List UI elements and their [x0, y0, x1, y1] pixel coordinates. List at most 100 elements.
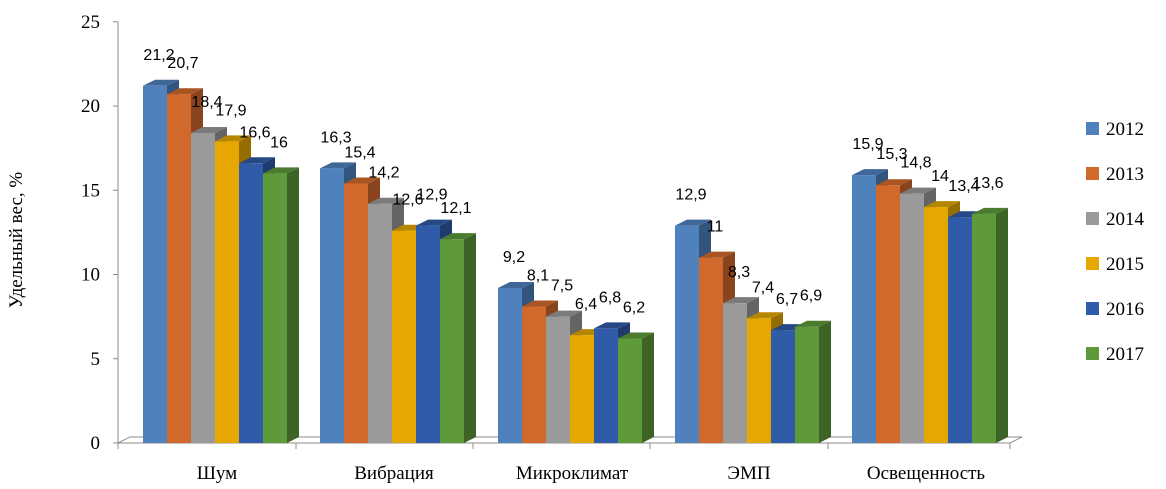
- data-label: 15,3: [876, 146, 907, 163]
- y-tick-label: 5: [91, 349, 101, 370]
- bar-front: [948, 217, 972, 443]
- bar-side: [287, 167, 299, 443]
- legend-swatch: [1086, 212, 1099, 225]
- bar-top: [440, 233, 476, 240]
- bar-front: [723, 303, 747, 443]
- bar-front: [618, 338, 642, 443]
- bar-top: [498, 281, 534, 288]
- data-label: 8,3: [728, 264, 750, 281]
- bar-side: [819, 320, 831, 443]
- legend-swatch: [1086, 302, 1099, 315]
- data-label: 17,9: [215, 102, 246, 119]
- data-label: 20,7: [167, 55, 198, 72]
- bar-front: [747, 318, 771, 443]
- bar-top: [747, 312, 783, 319]
- chart-axes: 0 5 10 15 20 25 Шум Вибрация Микроклимат ЭМП Освещ…: [81, 12, 1023, 484]
- bar-front: [440, 239, 464, 443]
- y-tick-label: 25: [81, 12, 100, 33]
- bar-front: [263, 173, 287, 443]
- bar-top: [675, 219, 711, 226]
- bar-top: [522, 300, 558, 307]
- legend-item-2017: 2017: [1086, 344, 1144, 365]
- bar-top: [618, 332, 654, 339]
- bar-front: [522, 306, 546, 443]
- data-label: 6,4: [575, 296, 597, 313]
- legend-label: 2017: [1106, 344, 1144, 365]
- bar-front: [416, 225, 440, 443]
- bar-top: [795, 320, 831, 327]
- legend-swatch: [1086, 167, 1099, 180]
- data-label: 11: [707, 219, 724, 236]
- data-label: 18,4: [191, 94, 222, 111]
- data-label: 14: [931, 168, 949, 185]
- data-label: 15,9: [852, 136, 883, 153]
- legend-label: 2015: [1106, 254, 1144, 275]
- y-tick-label: 10: [81, 265, 100, 286]
- bar-top: [900, 187, 936, 194]
- data-label: 8,1: [527, 268, 549, 285]
- bar-top: [876, 179, 912, 186]
- data-label: 7,5: [551, 278, 573, 295]
- bar-2017-Освещенность: [972, 207, 1008, 443]
- y-tick-label: 20: [81, 96, 100, 117]
- bar-top: [546, 310, 582, 317]
- x-tick-label: ЭМП: [727, 463, 770, 484]
- legend-swatch: [1086, 122, 1099, 135]
- data-label: 14,2: [368, 165, 399, 182]
- bar-front: [320, 168, 344, 443]
- data-label: 16,3: [320, 129, 351, 146]
- data-label: 16,6: [239, 124, 270, 141]
- x-tick-label: Освещенность: [867, 463, 986, 484]
- data-label: 9,2: [503, 249, 525, 266]
- chart-legend: 2012 2013 2014 2015 2016 2017: [1086, 119, 1145, 365]
- bar-top: [191, 126, 227, 133]
- data-label: 6,9: [800, 288, 822, 305]
- data-label: 13,4: [948, 178, 979, 195]
- data-label: 6,8: [599, 289, 621, 306]
- data-label: 6,7: [776, 291, 798, 308]
- bar-top: [167, 88, 203, 95]
- bar-top: [972, 207, 1008, 214]
- bar-2017-Микроклимат: [618, 332, 654, 443]
- chart-bars: [143, 79, 1008, 444]
- bar-front: [852, 175, 876, 443]
- x-tick-label: Вибрация: [354, 463, 434, 484]
- bar-front: [546, 316, 570, 443]
- bar-front: [972, 213, 996, 443]
- bar-top: [239, 157, 275, 164]
- bar-2017-Вибрация: [440, 233, 476, 443]
- bar-top: [416, 219, 452, 226]
- bar-front: [498, 287, 522, 443]
- bar-top: [924, 201, 960, 208]
- y-tick-label: 0: [91, 433, 101, 454]
- y-tick-label: 15: [81, 180, 100, 201]
- data-label: 13,6: [972, 175, 1003, 192]
- legend-item-2013: 2013: [1086, 164, 1144, 185]
- bar-top: [320, 162, 356, 169]
- bar-front: [876, 185, 900, 443]
- bar-front: [771, 330, 795, 443]
- legend-item-2012: 2012: [1086, 119, 1144, 140]
- bar-front: [344, 183, 368, 443]
- floor-edge-left: [117, 436, 131, 444]
- data-label: 12,1: [440, 200, 471, 217]
- bar-side: [996, 207, 1008, 443]
- legend-label: 2012: [1106, 119, 1144, 140]
- legend-item-2016: 2016: [1086, 299, 1144, 320]
- bar-front: [675, 225, 699, 443]
- legend-swatch: [1086, 347, 1099, 360]
- bar-top: [344, 177, 380, 184]
- bar-top: [143, 79, 179, 86]
- legend-swatch: [1086, 257, 1099, 270]
- bar-front: [143, 85, 167, 443]
- bar-front: [900, 193, 924, 443]
- bar-top: [215, 135, 251, 142]
- bar-front: [167, 94, 191, 443]
- legend-item-2014: 2014: [1086, 209, 1145, 230]
- bar-front: [215, 141, 239, 443]
- bar-front: [191, 132, 215, 443]
- bar-front: [795, 326, 819, 443]
- bar-front: [699, 257, 723, 443]
- data-label: 7,4: [752, 279, 774, 296]
- bar-front: [368, 203, 392, 443]
